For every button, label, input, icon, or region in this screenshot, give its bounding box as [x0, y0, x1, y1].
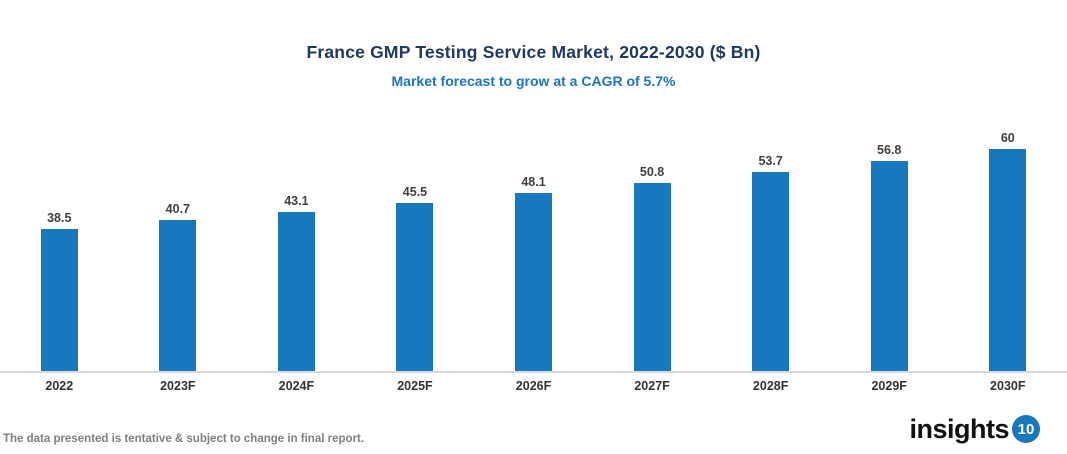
bar-value-label: 53.7	[758, 154, 783, 169]
x-axis-tick-label: 2030F	[990, 379, 1026, 393]
bar-column: 53.7	[711, 130, 830, 371]
bar-column: 40.7	[119, 130, 238, 371]
bar-value-label: 40.7	[165, 202, 191, 217]
insights10-logo: insights 10	[909, 415, 1040, 443]
bar-column: 56.8	[830, 130, 949, 371]
bar	[870, 160, 908, 371]
bar-column: 48.1	[474, 130, 593, 371]
bar-column: 38.5	[0, 130, 119, 371]
bar	[159, 220, 197, 371]
bar-value-label: 43.1	[284, 193, 309, 208]
bar	[40, 228, 78, 371]
bar-chart-plot-area: 38.5 40.7 43.1 45.5 48.1 50.8 53.7 56.8 60	[0, 130, 1067, 373]
bar-value-label: 45.5	[402, 184, 428, 199]
x-axis-tick-label: 2026F	[515, 379, 552, 393]
bar-column: 45.5	[356, 130, 475, 371]
logo-wordmark: insights	[909, 413, 1009, 444]
bar	[396, 202, 434, 371]
bar-value-label: 38.5	[47, 210, 72, 225]
x-axis-tick-label: 2023F	[160, 379, 196, 393]
bar-column: 60	[949, 130, 1067, 371]
logo-badge-circle: 10	[1012, 415, 1040, 443]
bar-value-label: 56.8	[877, 142, 902, 157]
bar-column: 43.1	[237, 130, 356, 371]
bar-column: 50.8	[593, 130, 712, 371]
chart-title: France GMP Testing Service Market, 2022-…	[306, 42, 761, 62]
bar	[515, 193, 553, 371]
chart-subtitle: Market forecast to grow at a CAGR of 5.7…	[391, 73, 676, 89]
x-axis-tick-label: 2022	[45, 379, 74, 393]
bar-value-label: 60	[1000, 131, 1015, 145]
x-axis-tick-label: 2027F	[634, 379, 670, 393]
bar	[752, 172, 790, 371]
x-axis-tick-label: 2025F	[397, 379, 433, 393]
bar-value-label: 48.1	[521, 175, 546, 190]
bar	[633, 183, 671, 371]
x-axis-labels: 2022 2023F 2024F 2025F 2026F 2027F 2028F 2029F 2…	[0, 379, 1067, 393]
x-axis-tick-label: 2029F	[871, 379, 907, 393]
x-axis-tick-label: 2024F	[278, 379, 315, 393]
disclaimer-text: The data presented is tentative & subjec…	[3, 433, 365, 445]
x-axis-tick-label: 2028F	[752, 379, 789, 393]
bar-value-label: 50.8	[639, 165, 665, 180]
bar	[989, 149, 1027, 371]
bar	[277, 211, 315, 371]
